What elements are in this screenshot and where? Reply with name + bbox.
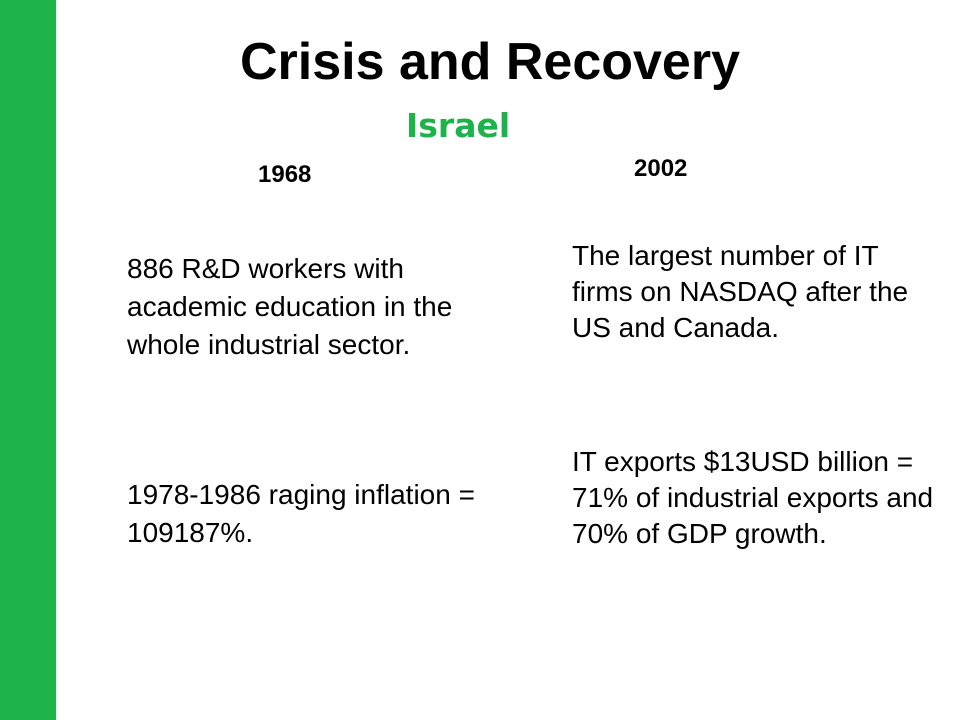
right-column-heading: 2002 [634, 155, 688, 182]
slide-subtitle: Israel [406, 106, 511, 145]
left-paragraph-2: 1978-1986 raging inflation = 109187%. [127, 479, 475, 548]
accent-sidebar-bar [0, 0, 56, 720]
left-column-heading: 1968 [258, 161, 312, 188]
slide-title: Crisis and Recovery [239, 33, 741, 91]
right-paragraph-1: The largest number of IT firms on NASDAQ… [572, 240, 909, 343]
left-paragraph-1: 886 R&D workers with academic education … [127, 253, 453, 360]
right-paragraph-2: IT exports $13USD billion = 71% of indus… [572, 446, 934, 549]
